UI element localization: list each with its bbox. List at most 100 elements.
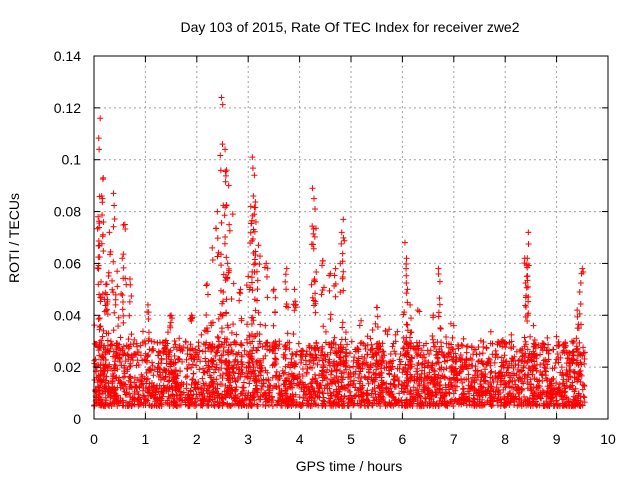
- data-point: [224, 322, 231, 329]
- data-point: [139, 328, 146, 335]
- data-point: [434, 388, 441, 395]
- data-point: [449, 356, 456, 363]
- data-point: [187, 387, 194, 394]
- data-point: [409, 394, 416, 401]
- data-point: [487, 394, 494, 401]
- data-point: [97, 387, 104, 394]
- data-point: [440, 352, 447, 359]
- data-point: [154, 368, 161, 375]
- data-point: [149, 359, 156, 366]
- data-point: [319, 257, 326, 264]
- data-point: [342, 329, 349, 336]
- data-point: [338, 240, 345, 247]
- data-point: [517, 400, 524, 407]
- data-point: [456, 355, 463, 362]
- data-point: [573, 400, 580, 407]
- data-point: [358, 386, 365, 393]
- data-point: [375, 360, 382, 367]
- data-point: [120, 275, 127, 282]
- data-point: [218, 251, 225, 258]
- data-point: [247, 229, 254, 236]
- data-point: [465, 375, 472, 382]
- data-point: [228, 329, 235, 336]
- data-point: [108, 341, 115, 348]
- data-point: [326, 362, 333, 369]
- data-point: [374, 324, 381, 331]
- data-point: [167, 324, 174, 331]
- data-point: [328, 368, 335, 375]
- data-point: [238, 317, 245, 324]
- data-point: [573, 346, 580, 353]
- data-point: [311, 344, 318, 351]
- data-point: [373, 345, 380, 352]
- data-point: [214, 395, 221, 402]
- data-point: [246, 333, 253, 340]
- data-point: [126, 275, 133, 282]
- data-point: [174, 372, 181, 379]
- data-point: [350, 363, 357, 370]
- data-point: [422, 357, 429, 364]
- data-point: [337, 354, 344, 361]
- data-point: [250, 393, 257, 400]
- data-point: [231, 397, 238, 404]
- data-point: [384, 331, 391, 338]
- data-point: [96, 315, 103, 322]
- data-point: [531, 336, 538, 343]
- data-point: [271, 309, 278, 316]
- data-point: [142, 350, 149, 357]
- data-point: [496, 370, 503, 377]
- data-point: [364, 333, 371, 340]
- data-point: [425, 359, 432, 366]
- data-point: [250, 363, 257, 370]
- data-point: [574, 395, 581, 402]
- data-point: [95, 265, 102, 272]
- data-point: [493, 397, 500, 404]
- data-point: [408, 355, 415, 362]
- data-point: [333, 349, 340, 356]
- y-tick-label: 0.04: [54, 307, 81, 323]
- data-point: [255, 242, 262, 249]
- data-point: [449, 345, 456, 352]
- chart-title: Day 103 of 2015, Rate Of TEC Index for r…: [180, 19, 519, 35]
- data-point: [565, 398, 572, 405]
- data-point: [206, 395, 213, 402]
- data-point: [476, 350, 483, 357]
- data-point: [231, 338, 238, 345]
- data-point: [488, 368, 495, 375]
- data-point: [178, 391, 185, 398]
- data-point: [506, 339, 513, 346]
- data-point: [508, 345, 515, 352]
- data-point: [529, 399, 536, 406]
- data-point: [182, 399, 189, 406]
- data-point: [220, 271, 227, 278]
- data-point: [159, 369, 166, 376]
- data-point: [451, 369, 458, 376]
- data-point: [362, 346, 369, 353]
- data-point: [272, 350, 279, 357]
- data-point: [425, 380, 432, 387]
- data-point: [102, 351, 109, 358]
- data-point: [283, 286, 290, 293]
- data-point: [576, 288, 583, 295]
- data-point: [576, 339, 583, 346]
- data-point: [450, 357, 457, 364]
- data-point: [468, 378, 475, 385]
- data-point: [437, 381, 444, 388]
- data-point: [264, 384, 271, 391]
- data-point: [243, 336, 250, 343]
- data-point: [311, 388, 318, 395]
- data-point: [313, 401, 320, 408]
- data-point: [477, 385, 484, 392]
- data-point: [331, 282, 338, 289]
- data-point: [171, 395, 178, 402]
- data-point: [555, 385, 562, 392]
- data-point: [569, 382, 576, 389]
- data-point: [503, 358, 510, 365]
- data-point: [252, 251, 259, 258]
- data-point: [161, 346, 168, 353]
- data-point: [244, 374, 251, 381]
- data-point: [94, 379, 101, 386]
- data-point: [470, 351, 477, 358]
- data-point: [95, 238, 102, 245]
- data-point: [128, 292, 135, 299]
